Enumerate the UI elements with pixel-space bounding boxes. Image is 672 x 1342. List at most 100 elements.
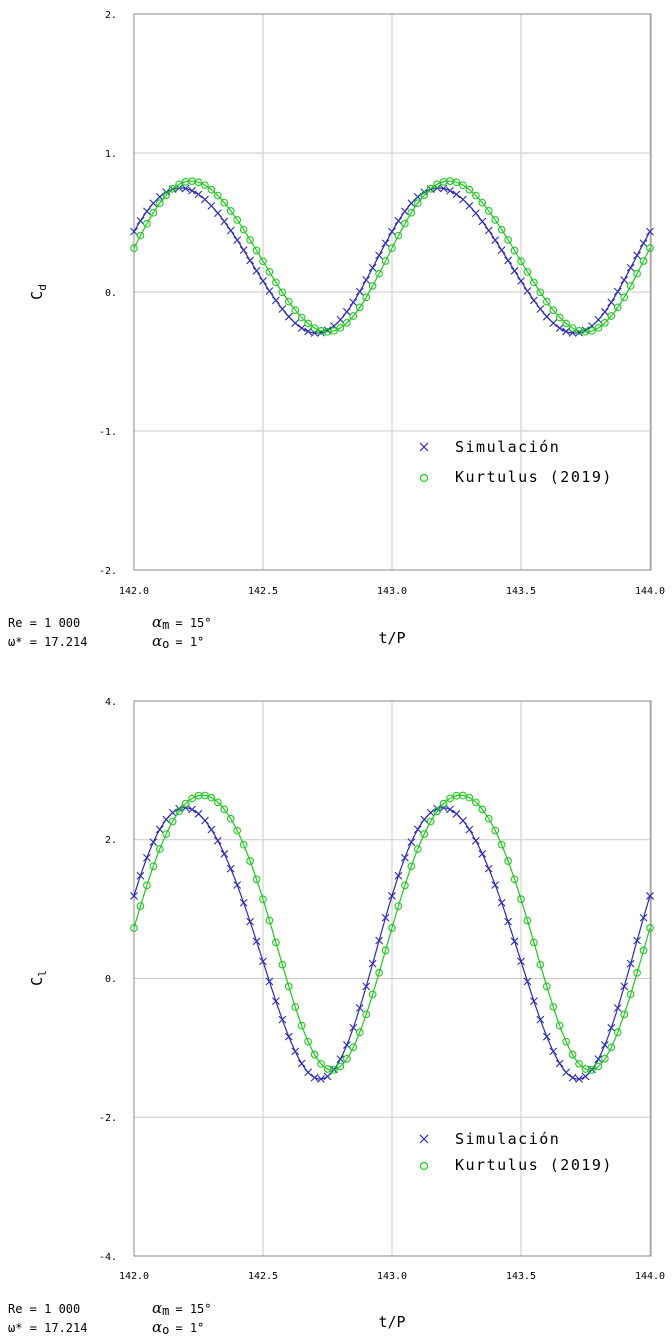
cd-kurtulus-marker [207, 185, 216, 194]
x-stroke [394, 871, 403, 880]
cd-ytick-label: 1. [105, 149, 117, 160]
cl-kurtulus-marker [368, 990, 377, 999]
cl-xtick-label: 144.0 [635, 1271, 665, 1282]
cd-simulacion-marker [349, 298, 358, 307]
x-stroke [130, 227, 138, 236]
x-stroke [381, 239, 390, 248]
cl-kurtulus-marker [510, 875, 519, 884]
x-stroke [168, 808, 177, 817]
cl-kurtulus-marker [220, 805, 229, 814]
cd-legend: Simulación Kurtulus (2019) [419, 438, 611, 486]
cd-kurtulus-marker [246, 236, 254, 244]
x-stroke [213, 836, 222, 845]
x-stroke [452, 809, 461, 818]
cl-kurtulus-marker [278, 960, 287, 969]
cl-simulacion-marker [620, 982, 629, 991]
cl-simulacion-marker [362, 982, 371, 991]
cd-simulacion-marker [510, 266, 519, 275]
cl-kurtulus-marker [478, 805, 487, 814]
cl-kurtulus-marker [426, 817, 435, 826]
x-stroke [581, 326, 590, 335]
cd-kurtulus-marker [394, 231, 403, 240]
x-stroke [226, 226, 235, 235]
cl-xlabel: t/P [378, 1313, 405, 1331]
cd-simulacion-marker [246, 256, 254, 265]
cl-simulacion-marker [194, 809, 203, 818]
cl-legend-label-kurtulus: Kurtulus (2019) [455, 1156, 613, 1174]
x-stroke [452, 190, 461, 199]
cl-simulacion-marker [310, 1073, 319, 1082]
cl-kurtulus-marker [188, 794, 196, 803]
cl-simulacion-marker [297, 1059, 306, 1068]
cd-xtick-label: 143.0 [377, 586, 407, 597]
x-stroke [175, 804, 184, 813]
cd-kurtulus-marker [401, 219, 409, 228]
cd-kurtulus-marker [201, 181, 209, 190]
cl-simulacion-marker [594, 1055, 603, 1063]
cd-legend-o-marker [419, 473, 429, 483]
cd-simulacion-marker [555, 324, 564, 332]
cl-simulacion-marker [304, 1068, 313, 1077]
x-stroke [388, 892, 396, 900]
cl-simulacion-marker [484, 864, 493, 873]
cl-kurtulus-marker [497, 840, 506, 849]
param-omega-value: = 17.214 [30, 1321, 88, 1335]
x-stroke [394, 217, 403, 225]
cl-simulacion-marker [549, 1047, 558, 1056]
cd-simulacion-marker [265, 287, 274, 295]
cl-simulacion-marker [375, 936, 383, 945]
x-stroke [523, 977, 532, 986]
cl-legend-label-simulacion: Simulación [455, 1130, 560, 1148]
cd-kurtulus-marker [226, 207, 235, 215]
x-stroke [252, 266, 261, 275]
cd-kurtulus-marker [639, 257, 648, 265]
x-stroke [413, 192, 422, 201]
x-stroke [207, 201, 216, 210]
cl-kurtulus-marker [336, 1062, 345, 1071]
cd-kurtulus-marker [433, 180, 442, 189]
cd-grid [133, 13, 651, 571]
x-stroke [362, 276, 371, 284]
cl-xtick-label: 142.5 [248, 1271, 278, 1282]
x-stroke [310, 1073, 319, 1082]
x-stroke [213, 209, 222, 218]
cd-simulacion-marker [607, 298, 616, 307]
cd-ytick-label: -2. [99, 566, 117, 577]
cd-kurtulus-marker [523, 268, 532, 276]
x-stroke [562, 327, 571, 336]
cd-simulacion-marker [297, 324, 306, 332]
cd-kurtulus-marker [162, 191, 171, 199]
x-stroke [646, 227, 654, 236]
x-stroke [246, 917, 254, 926]
x-stroke [517, 277, 525, 285]
cd-simulacion-marker [639, 239, 648, 248]
x-stroke [388, 227, 396, 236]
cl-simulacion-marker [420, 815, 429, 824]
cl-plot-frame [133, 700, 652, 1257]
cd-kurtulus-marker [155, 199, 164, 207]
x-stroke [342, 307, 351, 316]
cl-simulacion-marker [162, 815, 171, 824]
cl-kurtulus-marker [330, 1066, 338, 1074]
cd-kurtulus-marker [214, 191, 222, 200]
x-stroke [633, 251, 641, 260]
cd-simulacion-marker [226, 226, 235, 235]
x-stroke [484, 226, 493, 235]
param-omega-symbol: ω* [8, 635, 22, 649]
cd-kurtulus-marker [497, 225, 506, 234]
cd-simulacion-marker [304, 327, 313, 336]
x-stroke [355, 287, 364, 296]
cd-simulacion-marker [220, 217, 229, 226]
x-stroke [149, 838, 158, 847]
cd-ylabel-sub: d [36, 284, 49, 291]
cl-kurtulus-marker [310, 1050, 319, 1059]
cd-kurtulus-marker [368, 282, 377, 290]
cd-plot-frame [133, 13, 652, 571]
cl-simulacion-marker [413, 825, 422, 834]
cl-simulacion-marker [175, 804, 184, 813]
x-stroke [401, 207, 409, 216]
cd-kurtulus-marker [472, 191, 480, 200]
cd-kurtulus-marker [381, 257, 390, 265]
x-stroke [530, 296, 538, 305]
cl-kurtulus-marker [259, 895, 267, 904]
